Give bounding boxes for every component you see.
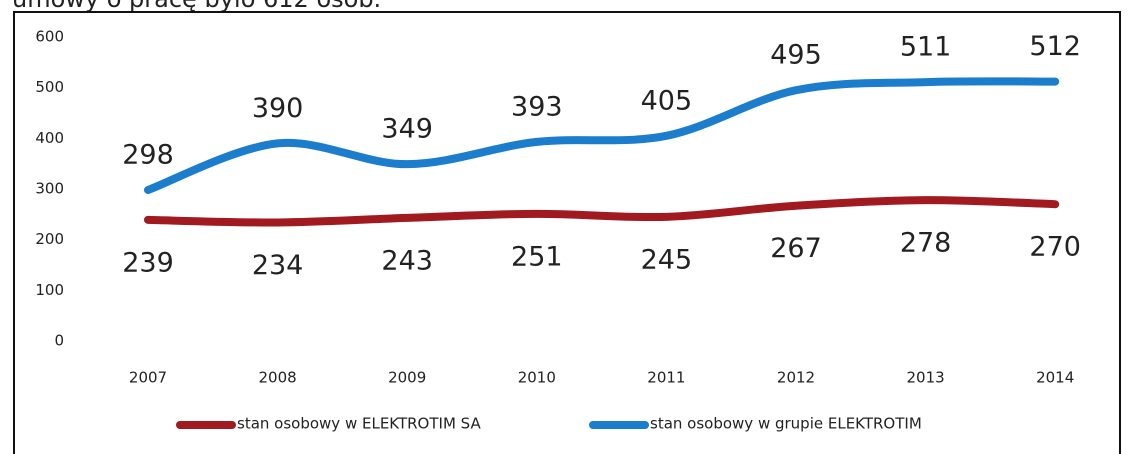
x-tick-label: 2008: [259, 369, 297, 387]
legend-label: stan osobowy w grupie ELEKTROTIM: [650, 415, 922, 433]
data-label: 512: [1029, 31, 1081, 62]
data-label: 267: [770, 233, 822, 264]
y-tick-label: 500: [35, 78, 64, 96]
legend-label: stan osobowy w ELEKTROTIM SA: [237, 415, 481, 433]
x-tick-label: 2007: [129, 369, 167, 387]
data-label: 270: [1029, 232, 1081, 263]
data-label: 251: [511, 241, 563, 272]
data-label: 239: [122, 247, 174, 278]
line-series: [144, 196, 1060, 227]
y-tick-label: 400: [35, 129, 64, 147]
caption: umowy o pracę było 612 osób.: [12, 0, 381, 13]
y-tick-label: 100: [35, 281, 64, 299]
line-series: [144, 77, 1060, 195]
data-label: 278: [900, 228, 952, 259]
data-label: 234: [252, 250, 304, 281]
x-tick-label: 2013: [907, 369, 945, 387]
data-label: 495: [770, 40, 822, 71]
x-tick-label: 2010: [518, 369, 556, 387]
chart-border: [13, 11, 1121, 454]
x-tick-label: 2012: [777, 369, 815, 387]
y-tick-label: 200: [35, 230, 64, 248]
x-tick-label: 2009: [388, 369, 426, 387]
x-tick-label: 2014: [1036, 369, 1074, 387]
data-label: 298: [122, 140, 174, 171]
data-label: 349: [381, 114, 433, 145]
y-tick-label: 300: [35, 180, 64, 198]
data-label: 390: [252, 93, 304, 124]
y-tick-label: 600: [35, 28, 64, 46]
data-label: 393: [511, 91, 563, 122]
x-tick-label: 2011: [647, 369, 685, 387]
data-label: 511: [900, 32, 952, 63]
y-tick-label: 0: [54, 332, 64, 350]
data-label: 405: [641, 85, 693, 116]
data-label: 245: [641, 244, 693, 275]
data-label: 243: [381, 245, 433, 276]
